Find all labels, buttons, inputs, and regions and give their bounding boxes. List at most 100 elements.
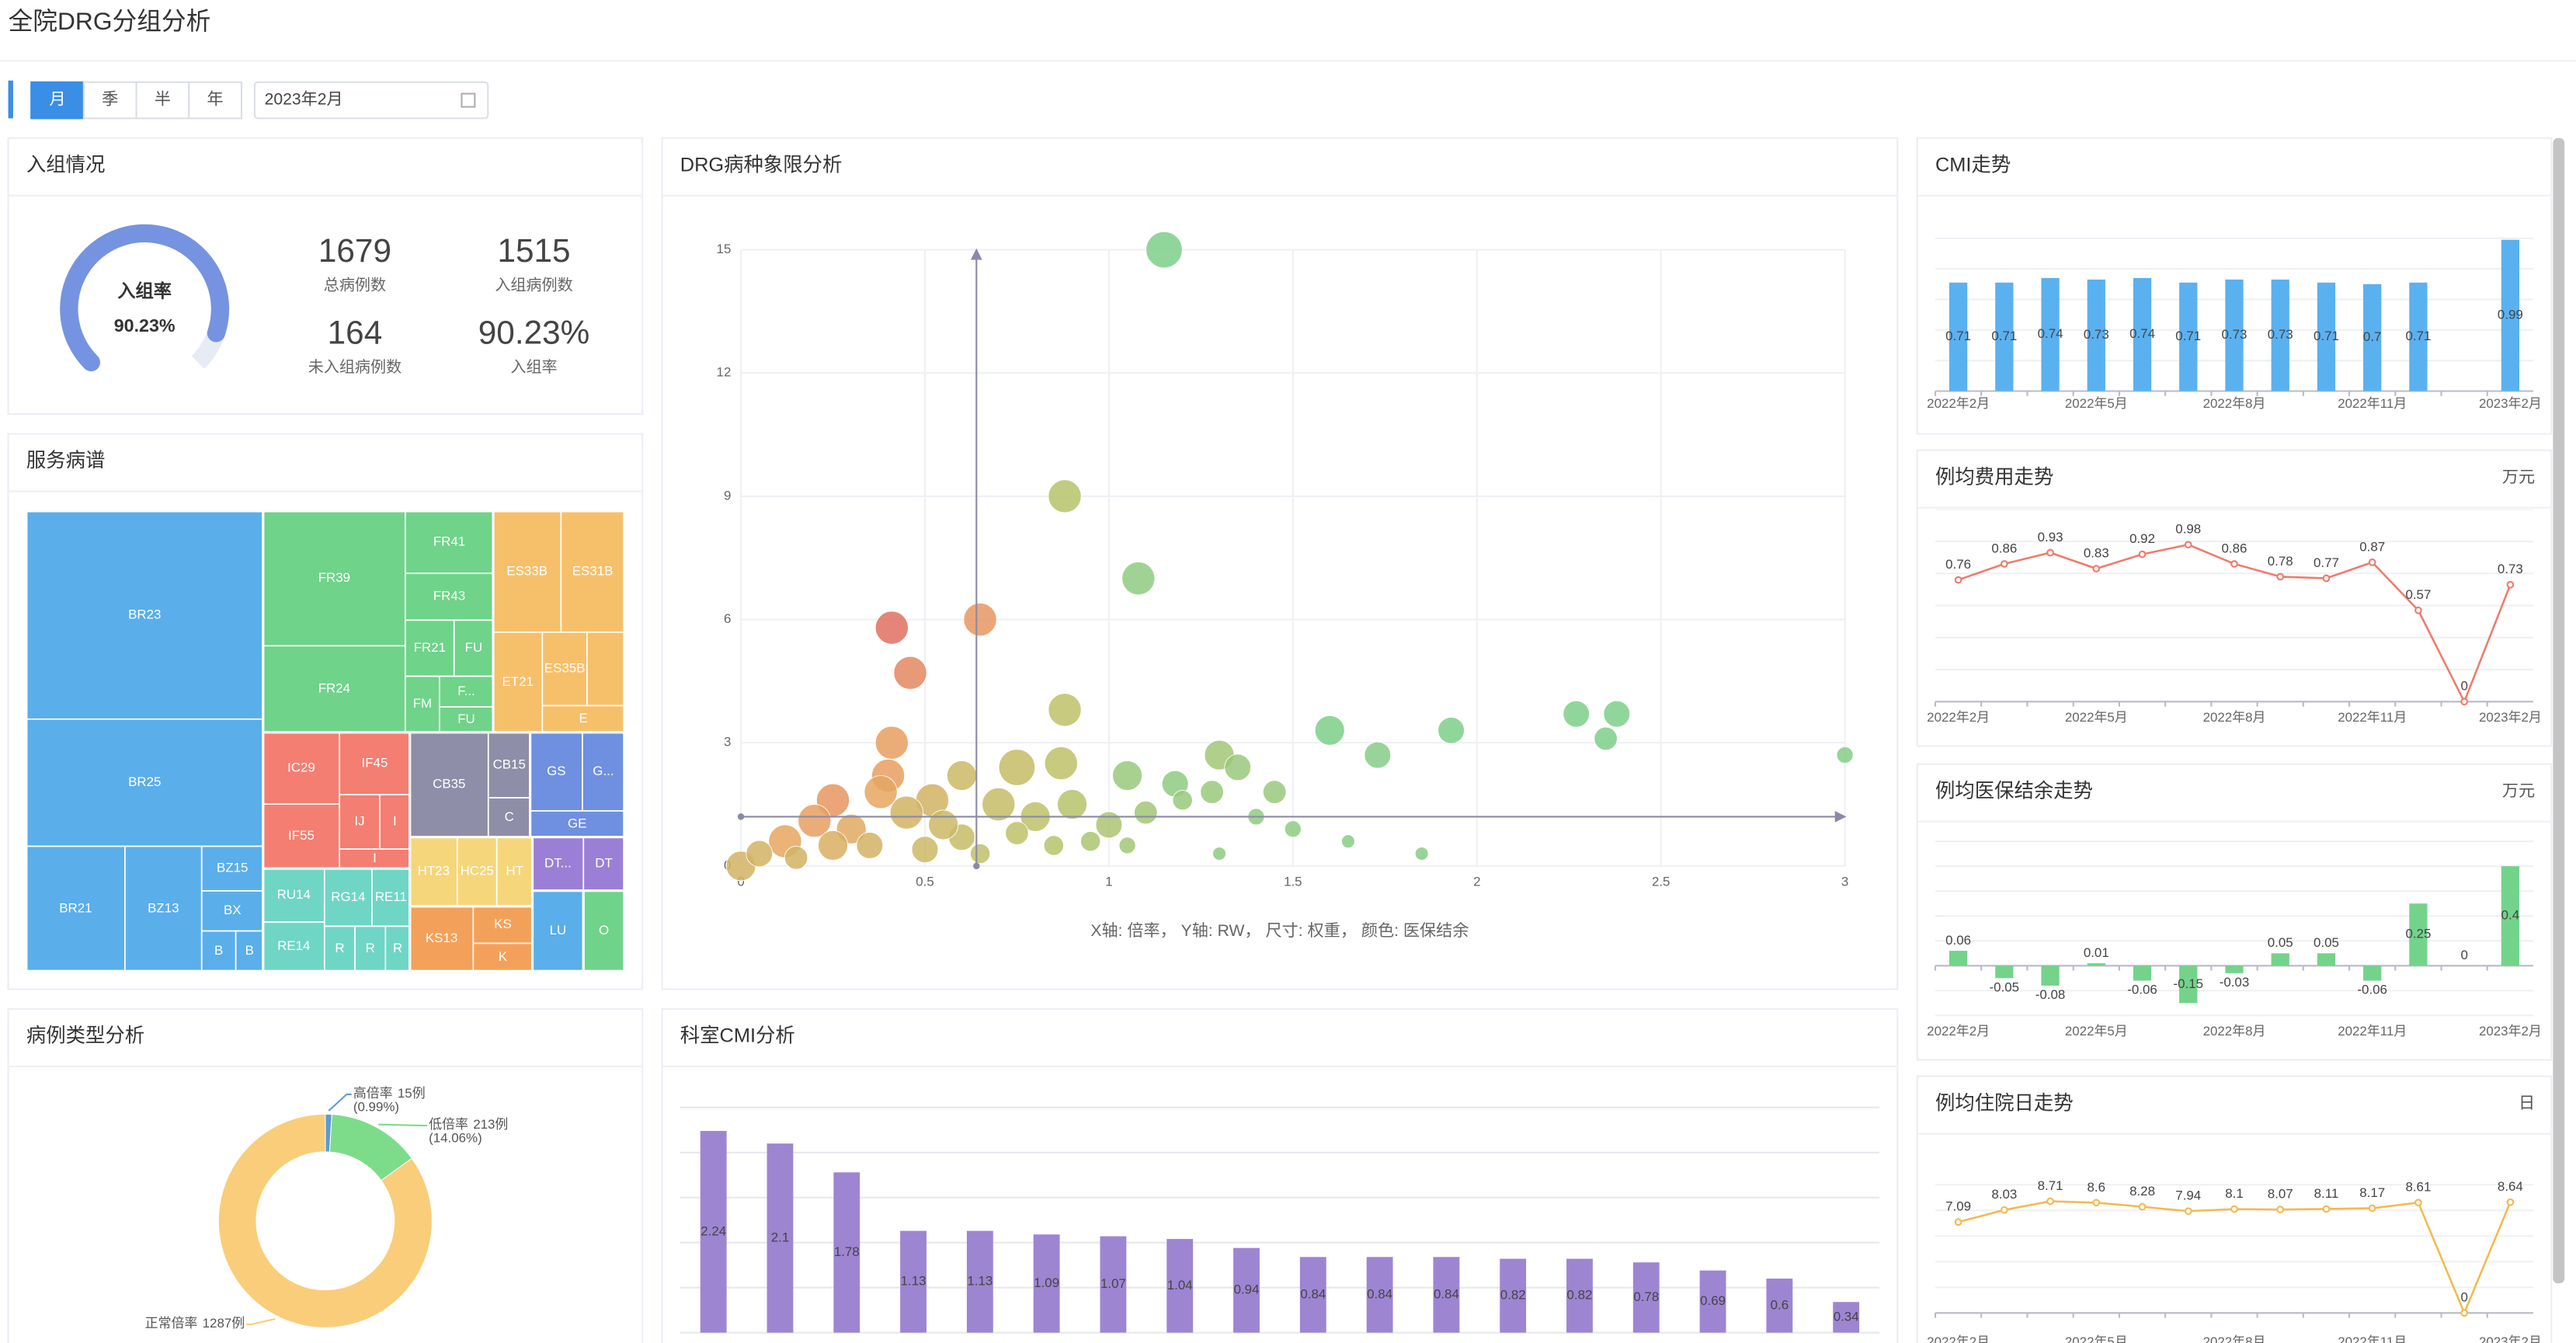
treemap-label: FU: [457, 712, 475, 726]
panel: [1916, 449, 2553, 747]
scatter-point: [1057, 789, 1087, 819]
treemap-cell: [323, 925, 356, 972]
treemap-label: O: [599, 923, 609, 938]
x-tick-label: 2022年8月: [2203, 396, 2266, 411]
treemap-label: RE11: [375, 889, 407, 904]
treemap-cell: [487, 732, 531, 798]
pie-label-name: 低倍率: [429, 1118, 468, 1133]
panel-body: 2022年2月 2022年5月 2022年8月 2022年11月 2023年2月 7.09…: [1927, 1178, 2542, 1343]
bar-value-label: 1.04: [1167, 1278, 1193, 1293]
bar: [2501, 866, 2520, 966]
date-input[interactable]: [253, 81, 489, 120]
point-value-label: 8.11: [2314, 1186, 2339, 1201]
scrollbar-thumb[interactable]: [2553, 137, 2565, 1284]
bar: [2087, 963, 2105, 966]
bar-value-label: 1.13: [901, 1274, 926, 1289]
y-tick-label: 6: [724, 611, 731, 626]
treemap-label: BR21: [59, 900, 92, 915]
stat-label: 总病例数: [324, 276, 386, 294]
scatter-point: [864, 775, 898, 809]
bar: [1299, 1257, 1326, 1333]
treemap-label: IF55: [288, 828, 315, 843]
line-point: [2506, 580, 2515, 589]
panel-title: DRG病种象限分析: [680, 154, 843, 176]
x-tick-label: 2022年5月: [2065, 1024, 2128, 1039]
x-tick-label: 2: [1473, 874, 1480, 889]
bar-value-label: 0.69: [1700, 1293, 1726, 1308]
period-button[interactable]: [82, 81, 137, 120]
scatter-point: [874, 611, 909, 645]
bar: [1033, 1234, 1060, 1333]
bar-value-label: -0.08: [2035, 987, 2066, 1002]
scatter-point: [946, 760, 977, 791]
point-value-label: 0.78: [2268, 554, 2293, 569]
x-tick-label: 2022年8月: [2203, 1024, 2266, 1039]
bar: [1233, 1247, 1260, 1333]
stat-label: 未入组病例数: [308, 358, 402, 376]
bar-value-label: 0.73: [2084, 327, 2109, 342]
line-point: [2276, 572, 2285, 581]
stat-value: 1679: [318, 232, 391, 269]
treemap-group-border: [582, 889, 626, 972]
scatter-point: [1145, 231, 1183, 269]
panel-body: 2022年2月 2022年5月 2022年8月 2022年11月 2023年2月 0.76…: [1927, 509, 2542, 725]
pie-leader: [378, 1123, 428, 1127]
line-point: [2506, 1198, 2515, 1206]
x-tick-label: 2022年5月: [2065, 710, 2128, 725]
panel: [7, 137, 644, 416]
bar: [900, 1230, 926, 1333]
bar-value-label: -0.03: [2220, 975, 2250, 990]
stat-label: 入组率: [510, 358, 557, 376]
x-tick-label: 2023年2月: [2479, 1024, 2542, 1039]
bar: [1995, 282, 2014, 391]
pie-slice: [217, 1113, 433, 1328]
gauge-value-label: 90.23%: [114, 315, 176, 336]
x-tick-label: 2023年2月: [2479, 1334, 2542, 1343]
treemap-label: IF45: [362, 755, 388, 770]
scatter-point: [746, 840, 773, 868]
treemap-label: BR23: [128, 607, 161, 621]
scatter-point: [1284, 820, 1302, 838]
bar: [2179, 282, 2198, 391]
scatter-point: [1603, 700, 1631, 728]
scatter-point: [1364, 741, 1392, 769]
treemap-label: G...: [593, 764, 614, 778]
chart-caption: X轴: 倍率， Y轴: RW， 尺寸: 权重， 颜色: 医保结余: [1090, 921, 1469, 940]
scatter-point: [798, 804, 832, 838]
x-tick-label: 1.5: [1284, 874, 1302, 889]
period-button[interactable]: [188, 81, 243, 120]
point-value-label: 8.6: [2088, 1180, 2106, 1195]
bar-value-label: 0.78: [1633, 1289, 1659, 1304]
treemap-label: HT23: [418, 864, 450, 879]
scatter-point: [911, 836, 939, 864]
bar-value-label: 1.13: [967, 1274, 993, 1289]
treemap-label: KS: [494, 917, 512, 931]
scatter-point: [1594, 726, 1618, 751]
x-tick-label: 2022年11月: [2338, 1334, 2407, 1343]
scatter-point: [1341, 834, 1355, 849]
line-point: [2414, 1199, 2422, 1207]
bar-value-label: 0.01: [2084, 945, 2109, 960]
treemap-label: B: [214, 943, 223, 958]
bar: [2225, 279, 2244, 391]
scatter-point: [998, 749, 1036, 786]
scatter-point: [1118, 837, 1136, 854]
treemap-cell: [371, 868, 411, 927]
bar-value-label: 0.25: [2405, 927, 2431, 941]
panel-unit: 日: [2519, 1094, 2535, 1112]
bar-value-label: 0.74: [2038, 326, 2063, 341]
bar-value-label: -0.06: [2127, 983, 2157, 997]
treemap-label: FR21: [414, 640, 446, 655]
treemap-label: IJ: [354, 814, 364, 829]
period-label: 季: [102, 90, 118, 109]
bar-value-label: 0.71: [2314, 329, 2339, 343]
pie-label-percent: (0.99%): [353, 1099, 399, 1114]
bar: [2179, 965, 2198, 1004]
point-value-label: 0.93: [2038, 530, 2063, 545]
panel-unit: 万元: [2502, 782, 2535, 800]
y-tick-label: 9: [724, 488, 731, 503]
bar-value-label: 1.07: [1100, 1276, 1126, 1291]
period-button[interactable]: [135, 81, 190, 120]
treemap-label: FR39: [318, 570, 350, 585]
period-button[interactable]: [30, 81, 85, 120]
